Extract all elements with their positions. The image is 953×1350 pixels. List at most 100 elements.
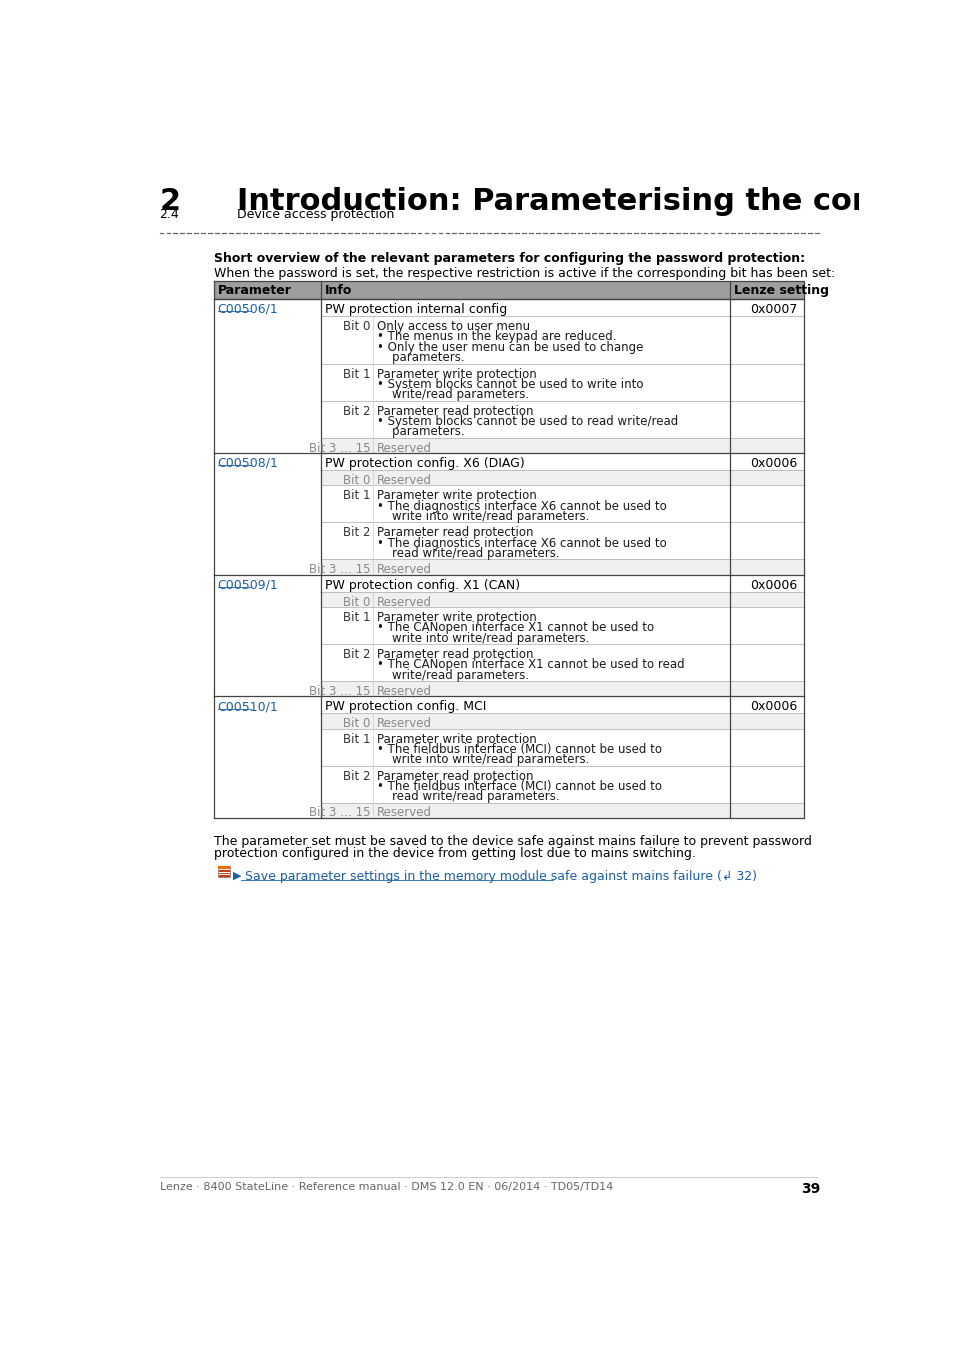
Text: parameters.: parameters.	[376, 425, 464, 439]
Text: Reserved: Reserved	[376, 684, 431, 698]
Text: Info: Info	[324, 285, 352, 297]
Text: C00506/1: C00506/1	[217, 302, 278, 316]
Text: Save parameter settings in the memory module safe against mains failure (↲ 32): Save parameter settings in the memory mo…	[241, 871, 756, 883]
Text: Parameter write protection: Parameter write protection	[376, 489, 536, 502]
Bar	[320, 363, 802, 401]
Bar	[320, 437, 802, 454]
Text: • The menus in the keypad are reduced.: • The menus in the keypad are reduced.	[376, 331, 616, 343]
Text: Bit 3 … 15: Bit 3 … 15	[309, 563, 370, 576]
Text: Bit 3 … 15: Bit 3 … 15	[309, 806, 370, 819]
Bar	[213, 454, 802, 470]
Bar	[320, 591, 802, 608]
Text: Parameter read protection: Parameter read protection	[376, 405, 533, 417]
Text: C00509/1: C00509/1	[217, 579, 278, 591]
Bar	[217, 865, 230, 876]
Text: write into write/read parameters.: write into write/read parameters.	[376, 510, 588, 522]
Text: Reserved: Reserved	[376, 595, 431, 609]
Text: Reserved: Reserved	[376, 441, 431, 455]
Text: parameters.: parameters.	[376, 351, 464, 364]
Text: • The fieldbus interface (MCI) cannot be used to: • The fieldbus interface (MCI) cannot be…	[376, 780, 660, 792]
Text: • Only the user menu can be used to change: • Only the user menu can be used to chan…	[376, 340, 642, 354]
Text: Parameter read protection: Parameter read protection	[376, 769, 533, 783]
Bar	[320, 401, 802, 437]
Text: Bit 0: Bit 0	[343, 320, 370, 333]
Bar	[320, 765, 802, 803]
Text: Short overview of the relevant parameters for configuring the password protectio: Short overview of the relevant parameter…	[213, 252, 804, 265]
Text: Parameter read protection: Parameter read protection	[376, 648, 533, 662]
Text: Parameter write protection: Parameter write protection	[376, 733, 536, 745]
Text: Introduction: Parameterising the controller: Introduction: Parameterising the control…	[236, 186, 953, 216]
Bar	[320, 316, 802, 363]
Text: Bit 0: Bit 0	[343, 474, 370, 487]
Text: PW protection config. X1 (CAN): PW protection config. X1 (CAN)	[324, 579, 519, 591]
Bar	[320, 729, 802, 765]
Bar	[320, 644, 802, 680]
Text: read write/read parameters.: read write/read parameters.	[376, 547, 558, 560]
Text: read write/read parameters.: read write/read parameters.	[376, 790, 558, 803]
Text: 39: 39	[801, 1183, 820, 1196]
Text: Bit 2: Bit 2	[342, 769, 370, 783]
Text: • The diagnostics interface X6 cannot be used to: • The diagnostics interface X6 cannot be…	[376, 500, 665, 513]
Text: ▶: ▶	[233, 871, 241, 880]
Text: Parameter write protection: Parameter write protection	[376, 367, 536, 381]
Text: • The CANopen interface X1 cannot be used to: • The CANopen interface X1 cannot be use…	[376, 621, 653, 634]
Text: protection configured in the device from getting lost due to mains switching.: protection configured in the device from…	[213, 846, 695, 860]
Text: C00508/1: C00508/1	[217, 456, 278, 470]
Bar	[320, 803, 802, 818]
Bar	[213, 300, 802, 316]
Bar	[217, 865, 230, 869]
Text: The parameter set must be saved to the device safe against mains failure to prev: The parameter set must be saved to the d…	[213, 836, 811, 848]
Text: write into write/read parameters.: write into write/read parameters.	[376, 753, 588, 767]
Text: 2.4: 2.4	[159, 208, 179, 221]
Text: Bit 1: Bit 1	[342, 612, 370, 624]
Bar	[320, 470, 802, 486]
Text: Lenze setting: Lenze setting	[733, 285, 828, 297]
Bar	[320, 608, 802, 644]
Text: Parameter read protection: Parameter read protection	[376, 526, 533, 539]
Text: • The diagnostics interface X6 cannot be used to: • The diagnostics interface X6 cannot be…	[376, 536, 665, 549]
Bar	[320, 713, 802, 729]
Text: Bit 2: Bit 2	[342, 526, 370, 539]
Text: 0x0007: 0x0007	[749, 302, 797, 316]
Text: 0x0006: 0x0006	[749, 579, 797, 591]
Text: C00510/1: C00510/1	[217, 701, 278, 713]
Bar	[213, 281, 802, 300]
Bar	[320, 522, 802, 559]
Text: When the password is set, the respective restriction is active if the correspond: When the password is set, the respective…	[213, 267, 834, 279]
Text: 0x0006: 0x0006	[749, 456, 797, 470]
Text: write into write/read parameters.: write into write/read parameters.	[376, 632, 588, 645]
Text: Bit 1: Bit 1	[342, 733, 370, 745]
Bar	[320, 486, 802, 522]
Text: Bit 1: Bit 1	[342, 367, 370, 381]
Text: Reserved: Reserved	[376, 474, 431, 487]
Bar	[213, 697, 802, 713]
Text: Bit 2: Bit 2	[342, 405, 370, 417]
Text: • System blocks cannot be used to read write/read: • System blocks cannot be used to read w…	[376, 414, 677, 428]
Text: Bit 1: Bit 1	[342, 489, 370, 502]
Text: Bit 0: Bit 0	[343, 717, 370, 730]
Text: Bit 3 … 15: Bit 3 … 15	[309, 441, 370, 455]
Bar	[213, 575, 802, 591]
Text: PW protection config. MCI: PW protection config. MCI	[324, 701, 485, 713]
Text: Parameter write protection: Parameter write protection	[376, 612, 536, 624]
Text: PW protection config. X6 (DIAG): PW protection config. X6 (DIAG)	[324, 456, 524, 470]
Text: PW protection internal config: PW protection internal config	[324, 302, 506, 316]
Text: 2: 2	[159, 186, 180, 216]
Text: write/read parameters.: write/read parameters.	[376, 389, 528, 401]
Text: Bit 3 … 15: Bit 3 … 15	[309, 684, 370, 698]
Text: Reserved: Reserved	[376, 806, 431, 819]
Bar	[320, 680, 802, 697]
Text: Bit 2: Bit 2	[342, 648, 370, 662]
Text: Parameter: Parameter	[217, 285, 292, 297]
Text: • The CANopen interface X1 cannot be used to read: • The CANopen interface X1 cannot be use…	[376, 659, 683, 671]
Bar	[320, 559, 802, 575]
Text: Device access protection: Device access protection	[236, 208, 394, 221]
Text: • The fieldbus interface (MCI) cannot be used to: • The fieldbus interface (MCI) cannot be…	[376, 743, 660, 756]
Text: write/read parameters.: write/read parameters.	[376, 668, 528, 682]
Text: Reserved: Reserved	[376, 563, 431, 576]
Text: • System blocks cannot be used to write into: • System blocks cannot be used to write …	[376, 378, 642, 392]
Text: 0x0006: 0x0006	[749, 701, 797, 713]
Text: Only access to user menu: Only access to user menu	[376, 320, 529, 333]
Text: Bit 0: Bit 0	[343, 595, 370, 609]
Text: Lenze · 8400 StateLine · Reference manual · DMS 12.0 EN · 06/2014 · TD05/TD14: Lenze · 8400 StateLine · Reference manua…	[159, 1183, 612, 1192]
